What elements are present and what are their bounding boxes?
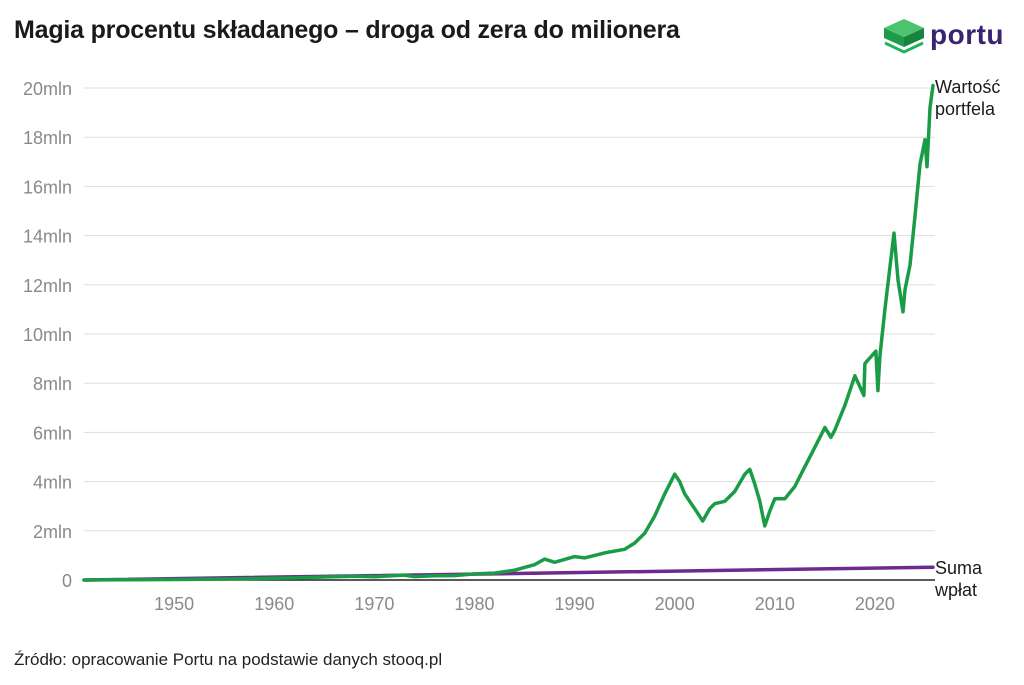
series-label-line: portfela xyxy=(935,99,996,119)
line-chart: 0 2mln 4mln 6mln 8mln 10mln 12mln 14mln 16mln 18m… xyxy=(23,77,1000,614)
x-tick-label: 1980 xyxy=(454,594,494,614)
y-tick-label: 14mln xyxy=(23,227,72,247)
series-label-line: Suma xyxy=(935,558,983,578)
x-tick-label: 2000 xyxy=(655,594,695,614)
chart-title: Magia procentu składanego – droga od zer… xyxy=(14,16,680,44)
chart-series xyxy=(82,83,935,582)
portu-cube-icon xyxy=(884,19,924,54)
x-tick-label: 1950 xyxy=(154,594,194,614)
x-tick-label: 1990 xyxy=(555,594,595,614)
series-end-labels: Wartość portfela Suma wpłat xyxy=(934,77,1000,600)
portu-logo: portu xyxy=(882,17,1012,57)
contributions-series-label: Suma wpłat xyxy=(934,558,983,600)
x-tick-label: 2020 xyxy=(855,594,895,614)
y-tick-label: 20mln xyxy=(23,79,72,99)
x-tick-label: 2010 xyxy=(755,594,795,614)
source-note: Źródło: opracowanie Portu na podstawie d… xyxy=(14,650,443,669)
y-tick-label: 18mln xyxy=(23,128,72,148)
y-tick-label: 16mln xyxy=(23,177,72,197)
x-tick-label: 1960 xyxy=(254,594,294,614)
chart-grid xyxy=(84,87,935,532)
y-tick-label: 12mln xyxy=(23,276,72,296)
y-axis-ticks: 0 2mln 4mln 6mln 8mln 10mln 12mln 14mln 16mln 18m… xyxy=(23,79,72,591)
x-axis-ticks: 1950 1960 1970 1980 1990 2000 2010 2020 xyxy=(154,594,895,614)
y-tick-label: 8mln xyxy=(33,374,72,394)
portfolio-series-label: Wartość portfela xyxy=(935,77,1000,119)
series-label-line: wpłat xyxy=(934,580,977,600)
x-tick-label: 1970 xyxy=(354,594,394,614)
y-tick-label: 6mln xyxy=(33,423,72,443)
portu-logo-text: portu xyxy=(930,19,1005,50)
portfolio-value-line xyxy=(82,83,935,582)
y-tick-label: 4mln xyxy=(33,473,72,493)
y-tick-label: 0 xyxy=(62,571,72,591)
y-tick-label: 2mln xyxy=(33,522,72,542)
series-label-line: Wartość xyxy=(935,77,1000,97)
y-tick-label: 10mln xyxy=(23,325,72,345)
